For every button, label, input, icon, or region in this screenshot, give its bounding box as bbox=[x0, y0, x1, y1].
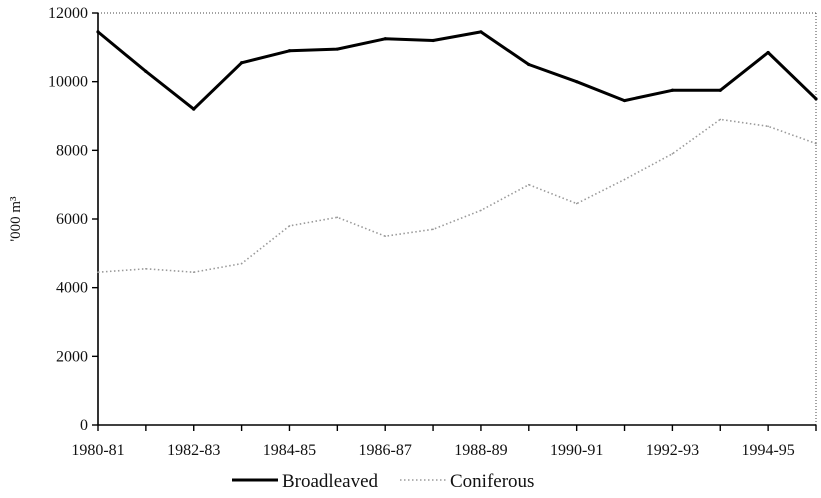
data-point-coniferous bbox=[575, 202, 578, 205]
legend-label-broadleaved: Broadleaved bbox=[282, 471, 379, 492]
data-point-broadleaved bbox=[575, 80, 579, 84]
x-tick-label: 1984-85 bbox=[263, 442, 316, 459]
legend: Broadleaved Coniferous bbox=[232, 471, 534, 492]
data-point-coniferous bbox=[240, 262, 243, 265]
x-tick-label: 1992-93 bbox=[646, 442, 699, 459]
y-axis-title: '000 m³ bbox=[8, 196, 24, 242]
data-point-broadleaved bbox=[670, 88, 675, 92]
x-tick-label: 1980-81 bbox=[71, 442, 124, 459]
data-point-broadleaved bbox=[383, 37, 387, 41]
data-point-broadleaved bbox=[240, 61, 244, 65]
data-point-broadleaved bbox=[527, 62, 531, 67]
data-point-coniferous bbox=[480, 209, 482, 212]
data-point-coniferous bbox=[288, 225, 291, 227]
data-point-coniferous bbox=[145, 267, 147, 270]
series-line-coniferous bbox=[97, 118, 817, 273]
series-line-broadleaved bbox=[97, 30, 818, 111]
x-tick-label: 1982-83 bbox=[167, 442, 220, 459]
data-point-coniferous bbox=[336, 216, 339, 219]
data-point-coniferous bbox=[719, 118, 722, 121]
data-point-coniferous bbox=[528, 183, 530, 186]
axes: 0 2000 4000 6000 8000 10000 12000 1980-81 1982-8… bbox=[8, 5, 817, 459]
data-point-coniferous bbox=[815, 142, 817, 145]
data-point-broadleaved bbox=[479, 30, 483, 34]
x-tick-label: 1986-87 bbox=[359, 442, 412, 459]
series-lines bbox=[96, 30, 818, 274]
data-point-broadleaved bbox=[431, 38, 435, 43]
data-point-broadleaved bbox=[766, 50, 770, 55]
data-point-broadleaved bbox=[335, 47, 339, 51]
data-point-broadleaved bbox=[192, 107, 196, 111]
data-point-coniferous bbox=[767, 125, 769, 128]
legend-label-coniferous: Coniferous bbox=[450, 471, 534, 492]
y-tick-label: 10000 bbox=[48, 74, 88, 91]
data-point-broadleaved bbox=[96, 30, 100, 34]
data-point-broadleaved bbox=[144, 69, 148, 73]
y-tick-label: 4000 bbox=[56, 280, 88, 297]
x-tick-label: 1994-95 bbox=[741, 442, 794, 459]
x-tick-label: 1990-91 bbox=[550, 442, 603, 459]
y-tick-label: 2000 bbox=[56, 348, 88, 365]
y-tick-label: 6000 bbox=[56, 211, 88, 228]
data-point-coniferous bbox=[192, 271, 195, 274]
data-point-broadleaved bbox=[718, 88, 722, 92]
y-tick-label: 8000 bbox=[56, 142, 88, 159]
data-point-coniferous bbox=[97, 271, 99, 274]
data-point-broadleaved bbox=[814, 97, 818, 101]
x-tick-label: 1988-89 bbox=[454, 442, 507, 459]
data-point-broadleaved bbox=[622, 98, 627, 103]
y-tick-label: 0 bbox=[80, 417, 88, 434]
data-point-coniferous bbox=[384, 235, 387, 237]
data-point-coniferous bbox=[671, 152, 674, 155]
data-point-broadleaved bbox=[287, 49, 292, 53]
y-tick-label: 12000 bbox=[48, 5, 88, 22]
data-point-coniferous bbox=[623, 178, 626, 181]
data-point-coniferous bbox=[432, 228, 434, 231]
